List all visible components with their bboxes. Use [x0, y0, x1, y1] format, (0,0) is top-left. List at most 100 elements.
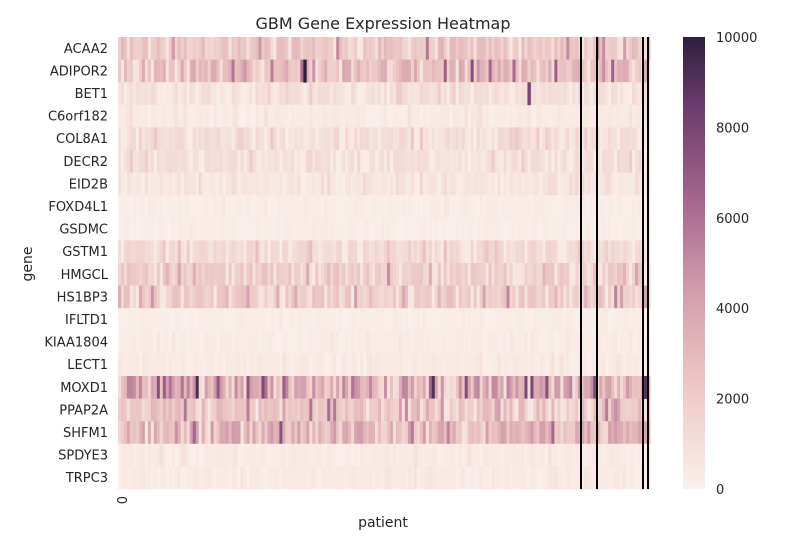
heatmap-cell	[333, 330, 337, 354]
heatmap-cell	[234, 443, 238, 467]
heatmap-cell	[440, 82, 445, 106]
heatmap-cell	[213, 172, 218, 196]
heatmap-cell	[551, 398, 555, 422]
heatmap-cell	[345, 150, 349, 173]
heatmap-cell	[276, 104, 280, 128]
heatmap-cell	[503, 104, 507, 128]
heatmap-cell	[557, 172, 561, 196]
heatmap-cell	[207, 263, 212, 286]
heatmap-cell	[135, 240, 140, 264]
heatmap-cell	[500, 240, 504, 264]
heatmap-cell	[581, 330, 585, 354]
heatmap-cell	[620, 82, 624, 106]
heatmap-cell	[584, 398, 588, 422]
heatmap-cell	[449, 263, 454, 286]
heatmap-cell	[587, 240, 591, 264]
heatmap-cell	[638, 127, 642, 151]
heatmap-cell	[392, 59, 397, 83]
heatmap-cell	[249, 59, 253, 83]
heatmap-cell	[515, 421, 519, 445]
heatmap-cell	[171, 217, 176, 241]
heatmap-cell	[285, 127, 289, 151]
heatmap-cell	[491, 263, 495, 286]
heatmap-cell	[491, 443, 495, 467]
heatmap-cell	[452, 240, 457, 264]
heatmap-cell	[330, 353, 334, 377]
heatmap-cell	[312, 37, 316, 60]
heatmap-cell	[581, 263, 585, 286]
heatmap-cell	[273, 330, 277, 354]
heatmap-cell	[330, 443, 334, 467]
heatmap-cell	[222, 82, 226, 106]
heatmap-cell	[572, 263, 576, 286]
heatmap-cell	[243, 398, 247, 422]
heatmap-cell	[324, 217, 328, 241]
heatmap-cell	[419, 217, 424, 241]
heatmap-cell	[575, 308, 579, 332]
heatmap-cell	[506, 37, 510, 60]
heatmap-cell	[620, 172, 624, 196]
heatmap-cell	[629, 330, 633, 354]
heatmap-cell	[288, 240, 292, 264]
heatmap-cell	[416, 285, 421, 309]
heatmap-cell	[189, 285, 194, 309]
heatmap-cell	[201, 172, 206, 196]
heatmap-cell	[611, 285, 615, 309]
heatmap-cell	[303, 398, 307, 422]
heatmap-cell	[524, 240, 528, 264]
heatmap-cell	[536, 353, 540, 377]
heatmap-cell	[404, 398, 409, 422]
heatmap-cell	[644, 240, 648, 264]
heatmap-cell	[488, 285, 492, 309]
heatmap-cell	[303, 127, 307, 151]
heatmap-cell	[189, 127, 194, 151]
heatmap-cell	[174, 172, 179, 196]
heatmap-cell	[617, 353, 621, 377]
heatmap-cell	[381, 421, 385, 445]
heatmap-cell	[189, 217, 194, 241]
heatmap-cell	[578, 172, 582, 196]
heatmap-cell	[216, 308, 221, 332]
heatmap-cell	[165, 443, 170, 467]
heatmap-cell	[635, 59, 639, 83]
heatmap-cell	[539, 376, 543, 399]
heatmap-cell	[240, 104, 244, 128]
heatmap-cell	[315, 172, 319, 196]
heatmap-cell	[291, 398, 295, 422]
heatmap-cell	[458, 59, 463, 83]
heatmap-cell	[120, 195, 125, 219]
heatmap-cell	[336, 59, 340, 83]
heatmap-cell	[485, 240, 490, 264]
heatmap-cell	[153, 443, 158, 467]
heatmap-cell	[180, 217, 185, 241]
heatmap-cell	[372, 263, 376, 286]
heatmap-cell	[126, 240, 131, 264]
heatmap-cell	[120, 330, 125, 354]
heatmap-cell	[366, 195, 370, 219]
heatmap-cell	[138, 330, 143, 354]
heatmap-cell	[216, 37, 221, 60]
heatmap-cell	[431, 217, 436, 241]
heatmap-cell	[590, 398, 594, 422]
heatmap-cell	[351, 308, 355, 332]
heatmap-cell	[617, 37, 621, 60]
heatmap-cell	[578, 104, 582, 128]
heatmap-cell	[384, 217, 388, 241]
heatmap-cell	[138, 127, 143, 151]
heatmap-cell	[168, 240, 173, 264]
heatmap-cell	[413, 240, 418, 264]
heatmap-cell	[138, 104, 143, 128]
heatmap-cell	[129, 150, 134, 173]
heatmap-cell	[120, 240, 125, 264]
heatmap-cell	[395, 127, 400, 151]
heatmap-cell	[494, 376, 498, 399]
heatmap-cell	[602, 353, 606, 377]
heatmap-cell	[611, 217, 615, 241]
heatmap-cell	[512, 263, 516, 286]
heatmap-cell	[303, 308, 307, 332]
heatmap-cell	[141, 217, 146, 241]
heatmap-cell	[629, 150, 633, 173]
heatmap-cell	[452, 285, 457, 309]
heatmap-cell	[381, 172, 385, 196]
heatmap-cell	[366, 217, 370, 241]
